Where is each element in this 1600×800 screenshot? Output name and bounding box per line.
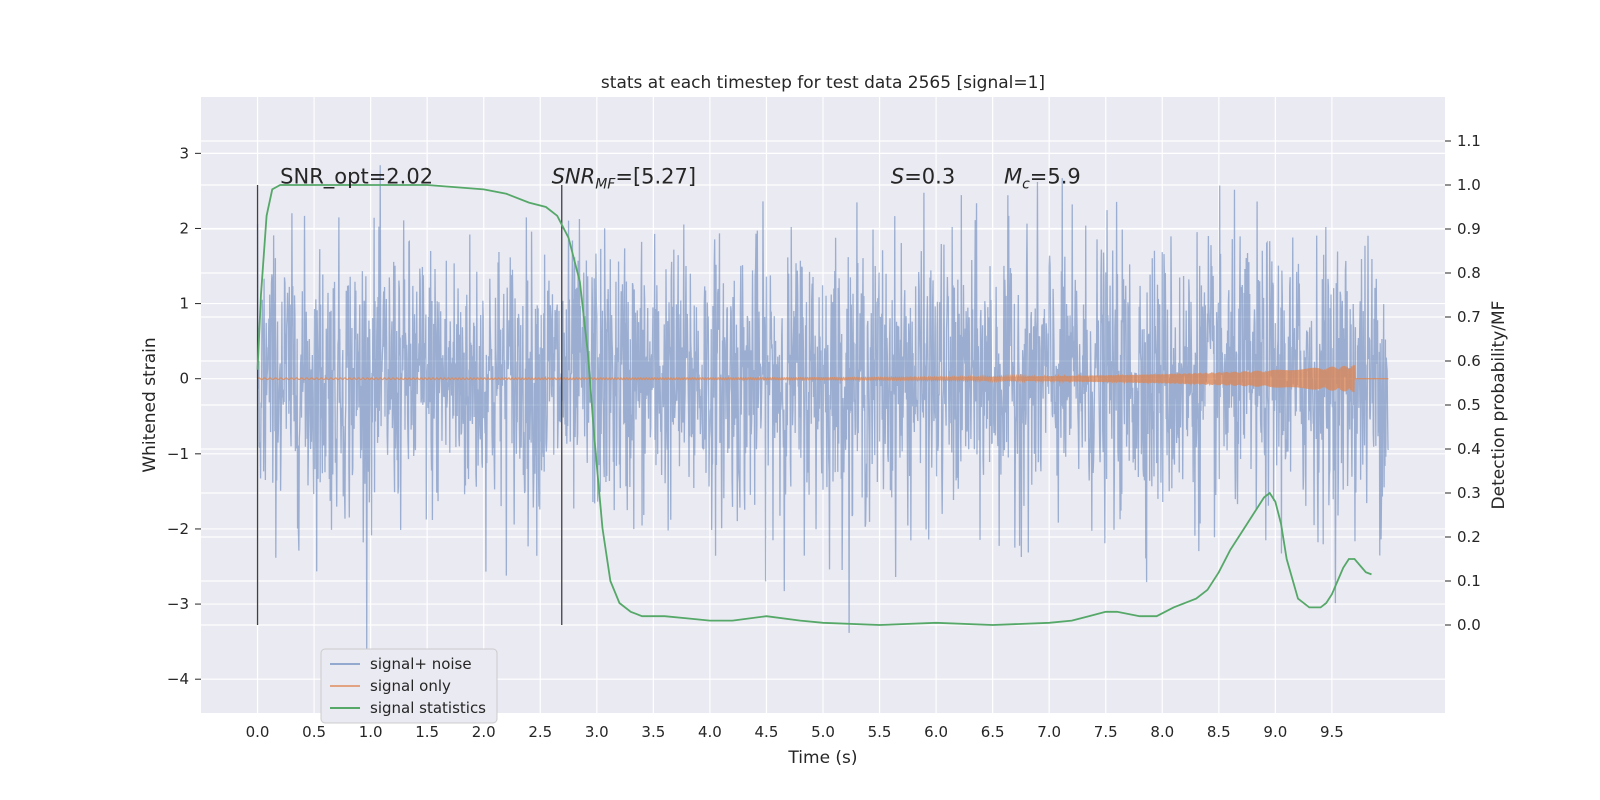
annotation-3: Mc=5.9 xyxy=(1004,164,1081,192)
y-tick-label: 0 xyxy=(179,370,189,388)
signal-noise-line xyxy=(256,165,1390,651)
x-tick-label: 3.5 xyxy=(641,723,665,741)
y2-tick-label: 0.2 xyxy=(1457,528,1481,546)
y2-axis-label: Detection probability/MF xyxy=(1489,301,1509,510)
vertical-lines xyxy=(256,185,563,625)
x-tick-label: 8.5 xyxy=(1207,723,1231,741)
legend-label-signal-noise: signal+ noise xyxy=(370,655,472,673)
x-tick-label: 6.5 xyxy=(981,723,1005,741)
x-tick-label: 8.0 xyxy=(1150,723,1174,741)
chart-title: stats at each timestep for test data 256… xyxy=(601,73,1045,93)
x-tick-label: 2.5 xyxy=(528,723,552,741)
annotation-symbol: S xyxy=(891,164,904,188)
annotation-subscript: c xyxy=(1022,176,1030,192)
annotation-value: =0.3 xyxy=(904,164,955,188)
y2-tick-label: 0.9 xyxy=(1457,220,1481,238)
x-tick-label: 0.0 xyxy=(246,723,270,741)
y-tick-label: 1 xyxy=(179,295,189,313)
y2-tick-label: 1.0 xyxy=(1457,176,1481,194)
y2-axis-ticks: 1.1 1.0 0.9 0.8 0.7 0.6 0.5 0.4 0.3 0.2 0.1 0.0 xyxy=(1445,132,1481,634)
x-tick-label: 1.0 xyxy=(359,723,383,741)
x-tick-label: 0.5 xyxy=(302,723,326,741)
x-tick-label: 4.0 xyxy=(698,723,722,741)
x-tick-label: 5.0 xyxy=(811,723,835,741)
signal-statistics-series xyxy=(256,184,1372,626)
x-axis-label: Time (s) xyxy=(787,748,857,768)
annotation-0: SNR_opt=2.02 xyxy=(280,164,433,189)
y-tick-label: 3 xyxy=(179,144,189,162)
annotation-1: SNRMF=[5.27] xyxy=(552,164,697,192)
annotation-subscript: MF xyxy=(595,176,616,192)
y2-tick-label: 0.4 xyxy=(1457,440,1481,458)
signal-noise-series xyxy=(256,165,1390,651)
y2-tick-label: 0.6 xyxy=(1457,352,1481,370)
y2-tick-label: 0.5 xyxy=(1457,396,1481,414)
x-tick-label: 9.5 xyxy=(1320,723,1344,741)
y-tick-label: −4 xyxy=(167,670,189,688)
annotation-symbol: M xyxy=(1004,164,1022,188)
annotation-value: =5.9 xyxy=(1030,164,1081,188)
y2-tick-label: 0.8 xyxy=(1457,264,1481,282)
annotation-symbol: SNR xyxy=(552,164,596,188)
y-tick-label: 2 xyxy=(179,219,189,237)
x-tick-label: 3.0 xyxy=(585,723,609,741)
y-tick-label: −3 xyxy=(167,595,189,613)
legend-box xyxy=(320,648,498,724)
signal-only-line xyxy=(257,365,1389,393)
annotations: SNR_opt=2.02 SNRMF=[5.27] S=0.3 Mc=5.9 xyxy=(280,164,1081,192)
legend-label-signal-statistics: signal statistics xyxy=(370,699,486,717)
y-axis-label: Whitened strain xyxy=(140,337,160,472)
annotation-value: =[5.27] xyxy=(615,164,696,188)
y2-tick-label: 0.3 xyxy=(1457,484,1481,502)
x-tick-label: 2.0 xyxy=(472,723,496,741)
annotation-2: S=0.3 xyxy=(891,164,955,188)
x-tick-label: 6.0 xyxy=(924,723,948,741)
x-tick-label: 7.5 xyxy=(1094,723,1118,741)
signal-statistics-line xyxy=(256,184,1372,626)
x-axis-ticks: 0.0 0.5 1.0 1.5 2.0 2.5 3.0 3.5 4.0 4.5 5.0 5.5 6.0 6… xyxy=(246,723,1344,741)
y2-tick-label: 0.1 xyxy=(1457,572,1481,590)
x-tick-label: 7.0 xyxy=(1037,723,1061,741)
y2-tick-label: 0.7 xyxy=(1457,308,1481,326)
legend-label-signal-only: signal only xyxy=(370,677,451,695)
x-tick-label: 4.5 xyxy=(755,723,779,741)
legend: signal+ noise signal only signal statist… xyxy=(320,648,498,724)
signal-only-series xyxy=(257,365,1389,393)
y-tick-label: −2 xyxy=(167,520,189,538)
y2-tick-label: 1.1 xyxy=(1457,132,1481,150)
x-tick-label: 5.5 xyxy=(868,723,892,741)
y-tick-label: −1 xyxy=(167,445,189,463)
y2-tick-label: 0.0 xyxy=(1457,616,1481,634)
y-axis-ticks: 3 2 1 0 −1 −2 −3 −4 xyxy=(167,144,201,688)
x-tick-label: 1.5 xyxy=(415,723,439,741)
x-tick-label: 9.0 xyxy=(1263,723,1287,741)
